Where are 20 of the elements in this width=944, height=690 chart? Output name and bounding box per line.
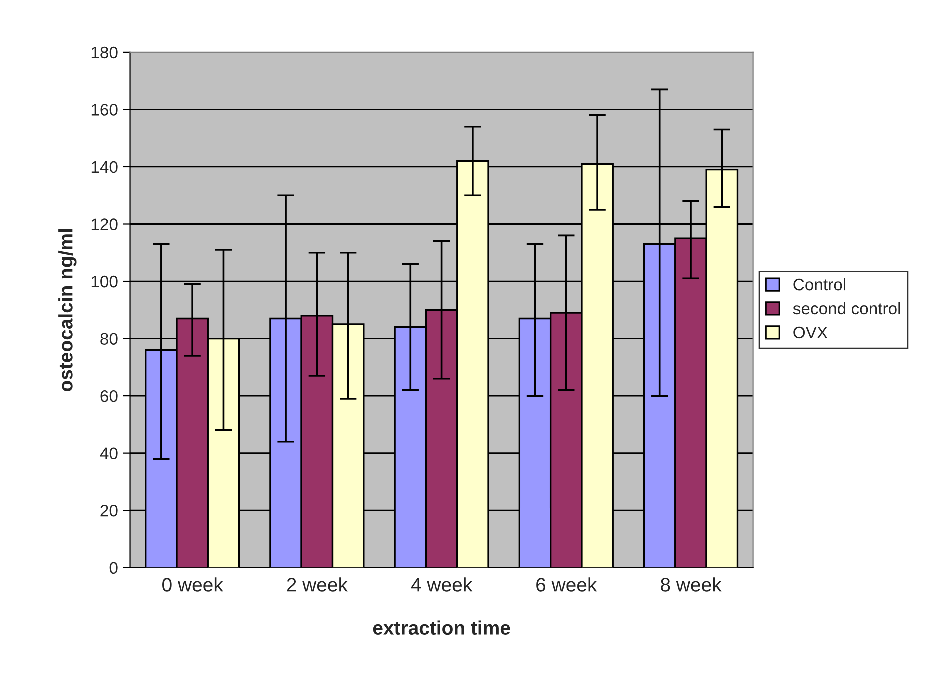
x-tick-label: 4 week <box>411 578 473 592</box>
y-tick-label: 80 <box>100 333 118 345</box>
y-tick-label: 100 <box>92 276 118 288</box>
x-axis-title: extraction time <box>373 620 510 635</box>
legend-label: OVX <box>794 326 828 339</box>
y-tick-label: 140 <box>92 161 118 174</box>
x-tick-label: 0 week <box>162 578 224 592</box>
y-tick-label: 0 <box>110 562 118 574</box>
x-tick-label: 6 week <box>536 578 598 592</box>
y-tick-label: 20 <box>100 505 118 517</box>
x-tick-label: 2 week <box>287 578 348 592</box>
legend-label: Control <box>794 278 846 291</box>
y-tick-label: 160 <box>92 104 118 116</box>
y-tick-label: 120 <box>92 218 118 230</box>
legend-label: second control <box>793 302 900 315</box>
y-axis-title: osteocalcin ng/ml <box>58 229 77 392</box>
y-tick-label: 60 <box>100 390 118 402</box>
y-tick-label: 40 <box>100 448 118 460</box>
y-tick-label: 180 <box>92 46 118 59</box>
x-tick-label: 8 week <box>661 578 722 592</box>
